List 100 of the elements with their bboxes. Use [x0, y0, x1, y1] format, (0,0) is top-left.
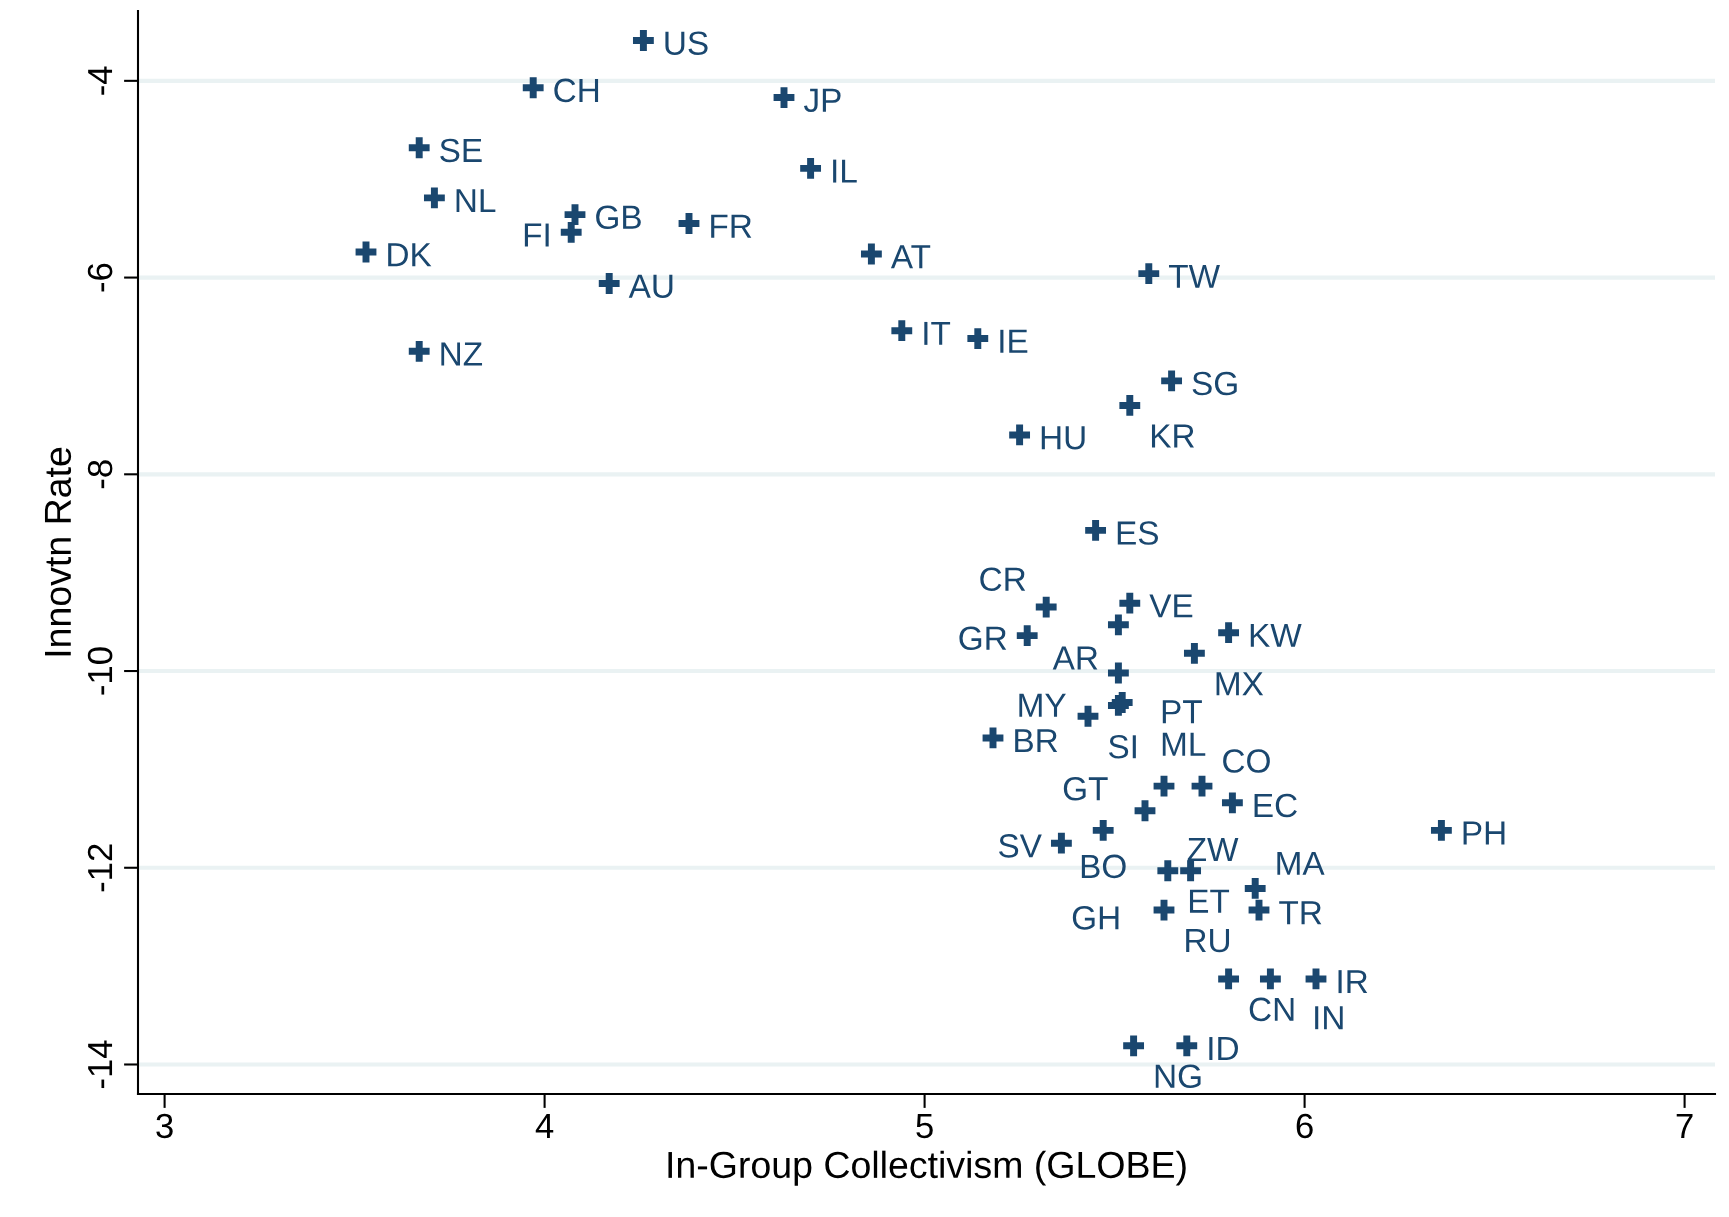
data-label: NZ: [441, 342, 483, 366]
point: [860, 243, 882, 265]
data-label: ES: [1117, 521, 1158, 545]
data-label: SI: [1108, 734, 1136, 759]
data-label: GR: [959, 626, 1007, 651]
point: [1244, 878, 1266, 899]
point: [522, 77, 544, 99]
y-axis-title: Innovtn Rate: [44, 447, 72, 656]
y-tick-label: -14: [88, 1040, 113, 1089]
data-label: AT: [890, 245, 931, 269]
point: [1176, 1035, 1198, 1057]
point: [1119, 592, 1141, 614]
data-label: IL: [833, 159, 857, 183]
data-label: ML: [1162, 732, 1206, 756]
data-label: HU: [1041, 426, 1085, 450]
data-label: RU: [1186, 929, 1230, 953]
point: [632, 30, 654, 51]
point: [1050, 832, 1072, 854]
point: [1035, 596, 1057, 618]
data-label: IR: [1338, 970, 1368, 994]
point: [1221, 792, 1243, 814]
point: [891, 320, 913, 342]
point: [1259, 968, 1281, 990]
point: [1218, 968, 1240, 990]
point: [1191, 775, 1213, 797]
data-label: MA: [1277, 851, 1325, 875]
data-label: SV: [999, 834, 1042, 858]
y-tick-label: -10: [87, 647, 113, 695]
point: [1107, 662, 1129, 684]
point: [1119, 395, 1141, 416]
point: [598, 273, 620, 294]
point: [1153, 775, 1175, 797]
data-label: VE: [1149, 594, 1193, 618]
point: [1218, 622, 1240, 644]
point: [1077, 705, 1099, 727]
point: [800, 157, 822, 179]
data-label: MX: [1216, 672, 1264, 696]
data-label: SG: [1192, 371, 1237, 396]
point: [1123, 1035, 1145, 1057]
data-label: CO: [1223, 749, 1270, 773]
data-label: IN: [1315, 1006, 1343, 1030]
data-label: GT: [1063, 777, 1108, 801]
data-label: BR: [1015, 729, 1058, 753]
x-tick-label: 3: [156, 1113, 173, 1139]
data-label: PH: [1463, 821, 1505, 845]
data-label: FR: [711, 214, 752, 238]
data-label: TR: [1279, 901, 1322, 925]
data-label: CR: [980, 567, 1026, 592]
point: [1009, 424, 1031, 446]
point: [1248, 899, 1270, 921]
data-label: AR: [1052, 646, 1098, 670]
data-label: KR: [1151, 424, 1194, 448]
data-label: MY: [1019, 693, 1066, 717]
point: [1430, 819, 1452, 841]
data-label: BO: [1081, 854, 1126, 879]
data-label: IT: [924, 321, 951, 345]
x-tick-label: 5: [916, 1114, 933, 1139]
data-label: CH: [554, 78, 599, 103]
x-axis-title: In-Group Collectivism (GLOBE): [668, 1150, 1186, 1186]
data-label: ID: [1209, 1037, 1238, 1060]
data-label: EC: [1254, 793, 1297, 818]
point: [1092, 819, 1114, 841]
data-label: NG: [1155, 1064, 1201, 1089]
point: [1183, 642, 1205, 664]
point: [982, 727, 1004, 749]
point: [1161, 370, 1183, 392]
data-label: DK: [388, 243, 432, 267]
point: [560, 221, 582, 243]
point: [773, 87, 795, 108]
point: [408, 340, 430, 362]
data-label: ZW: [1187, 838, 1239, 861]
y-tick-label: -12: [87, 844, 113, 892]
data-label: JP: [803, 88, 841, 113]
data-label: AU: [628, 274, 673, 298]
y-tick-label: -6: [87, 263, 113, 292]
x-tick-label: 6: [1296, 1113, 1313, 1139]
data-label: FI: [524, 223, 549, 247]
x-tick-label: 7: [1676, 1114, 1693, 1138]
y-tick-label: -8: [87, 460, 113, 489]
data-label: US: [665, 31, 708, 56]
data-label: NL: [456, 189, 496, 213]
point: [1305, 968, 1327, 990]
data-label: PT: [1162, 700, 1202, 724]
point: [1134, 800, 1156, 822]
data-label: GB: [596, 205, 641, 230]
point: [678, 213, 700, 234]
data-label: TW: [1168, 264, 1220, 288]
data-label: KW: [1250, 623, 1302, 647]
data-label: CN: [1249, 997, 1294, 1022]
data-label: GH: [1072, 906, 1119, 930]
point: [408, 137, 430, 159]
data-label: IE: [1000, 329, 1028, 353]
point: [423, 187, 445, 209]
point: [967, 328, 989, 349]
data-label: SE: [440, 138, 482, 163]
x-tick-label: 4: [535, 1114, 554, 1138]
point: [1153, 899, 1175, 921]
point: [1138, 263, 1160, 285]
point: [1016, 625, 1038, 647]
y-tick-label: -4: [88, 66, 113, 95]
